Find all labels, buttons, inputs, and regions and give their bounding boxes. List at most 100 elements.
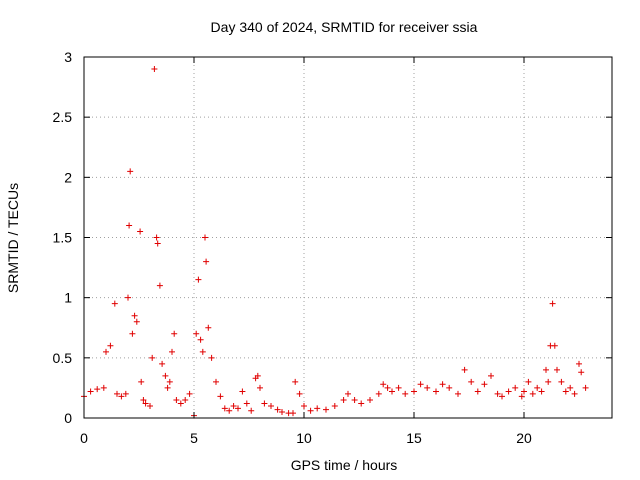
data-point <box>94 386 101 393</box>
data-point <box>314 405 321 412</box>
y-tick-label: 2.5 <box>53 109 73 125</box>
data-point <box>118 393 125 400</box>
data-point <box>481 381 488 388</box>
data-point <box>230 402 237 409</box>
data-point <box>505 388 512 395</box>
data-point <box>455 390 461 397</box>
data-point <box>488 372 494 379</box>
data-point <box>545 378 552 385</box>
data-point <box>340 396 347 403</box>
data-point <box>439 381 446 388</box>
data-point <box>375 390 382 397</box>
data-point <box>182 396 189 403</box>
data-point <box>402 390 409 397</box>
data-point <box>147 402 153 409</box>
data-point <box>153 234 160 241</box>
data-point <box>129 330 136 337</box>
data-point <box>149 354 156 361</box>
data-point <box>248 407 255 414</box>
data-point <box>103 348 109 355</box>
axis-ticks <box>83 56 612 419</box>
data-point <box>169 348 175 355</box>
data-point <box>159 360 166 367</box>
data-point <box>529 390 536 397</box>
data-point <box>499 393 505 400</box>
y-axis-label: SRMTID / TECUs <box>5 183 21 293</box>
data-point <box>203 258 210 265</box>
data-point <box>111 300 118 307</box>
data-point <box>345 390 351 397</box>
data-point <box>217 393 224 400</box>
data-point <box>164 384 171 391</box>
data-point <box>576 360 582 367</box>
data-point <box>551 342 558 349</box>
y-tick-label: 1.5 <box>53 230 73 246</box>
data-point <box>235 405 241 412</box>
data-point <box>494 390 501 397</box>
data-point <box>166 378 173 385</box>
data-point <box>446 384 453 391</box>
data-point <box>417 381 424 388</box>
data-point <box>268 402 274 409</box>
data-point <box>367 396 373 403</box>
data-point <box>87 388 94 395</box>
data-point <box>193 330 200 337</box>
data-point <box>197 336 204 343</box>
chart-title: Day 340 of 2024, SRMTID for receiver ssi… <box>211 19 478 35</box>
data-point <box>411 388 417 395</box>
data-point <box>208 354 215 361</box>
data-point <box>126 222 133 229</box>
data-point <box>543 366 549 373</box>
data-point <box>154 240 161 247</box>
x-tick-label: 15 <box>406 430 422 446</box>
data-point <box>199 348 206 355</box>
data-point <box>254 372 261 379</box>
data-point <box>358 400 365 407</box>
y-tick-label: 3 <box>64 49 72 65</box>
data-point <box>562 388 569 395</box>
data-point <box>131 312 138 319</box>
data-point <box>195 276 202 283</box>
data-point <box>549 300 556 307</box>
x-tick-label: 20 <box>516 430 532 446</box>
data-point <box>290 410 296 417</box>
x-tick-label: 5 <box>190 430 198 446</box>
data-point <box>518 393 525 400</box>
data-point <box>351 396 358 403</box>
x-tick-label: 0 <box>80 430 88 446</box>
data-point <box>125 294 131 301</box>
data-point <box>292 378 299 385</box>
data-point <box>554 366 560 373</box>
data-point <box>296 390 303 397</box>
x-tick-labels: 0 5 10 15 20 <box>80 430 532 446</box>
data-point <box>578 369 585 376</box>
data-point <box>133 318 140 325</box>
data-point <box>307 407 314 414</box>
data-point <box>461 366 468 373</box>
data-point <box>331 402 338 409</box>
data-point <box>389 388 395 395</box>
x-tick-label: 10 <box>296 430 312 446</box>
data-point <box>186 390 193 397</box>
data-point <box>582 384 589 391</box>
data-point <box>107 342 114 349</box>
data-point <box>384 384 391 391</box>
data-point <box>474 388 481 395</box>
data-point <box>239 388 246 395</box>
x-axis-label: GPS time / hours <box>291 457 398 473</box>
data-point <box>279 408 285 415</box>
data-point <box>122 390 129 397</box>
data-point <box>221 405 228 412</box>
data-point <box>202 234 208 241</box>
data-point <box>142 400 149 407</box>
data-point <box>323 406 329 413</box>
data-point <box>127 168 134 175</box>
grid <box>84 57 612 418</box>
data-point <box>521 388 527 395</box>
data-point <box>138 378 145 385</box>
data-point <box>395 384 402 391</box>
data-point <box>205 324 212 331</box>
data-point <box>100 384 107 391</box>
y-tick-labels: 0 0.5 1 1.5 2 2.5 3 <box>53 49 73 426</box>
data-point <box>468 378 475 385</box>
